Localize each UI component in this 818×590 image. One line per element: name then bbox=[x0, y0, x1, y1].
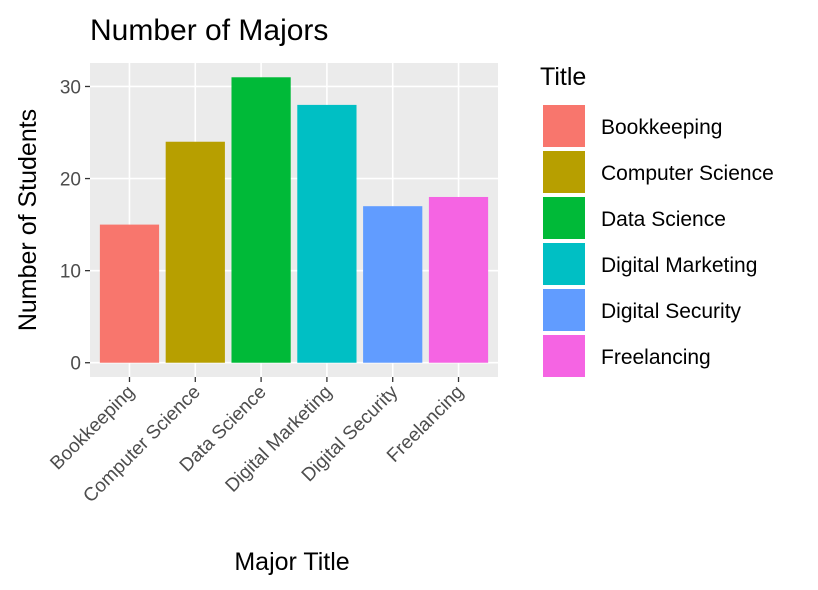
bar-freelancing bbox=[428, 196, 489, 363]
legend-title: Title bbox=[540, 63, 586, 91]
bar-data-science bbox=[231, 77, 291, 363]
bar-bookkeeping bbox=[99, 224, 160, 363]
legend-entries: Bookkeeping Computer Science Data Science D… bbox=[541, 103, 774, 379]
legend-label: Computer Science bbox=[601, 162, 774, 185]
legend-label: Digital Marketing bbox=[601, 254, 757, 277]
legend-key-digital-marketing bbox=[541, 241, 587, 287]
y-tick-label: 20 bbox=[60, 170, 81, 191]
bar-digital-security bbox=[363, 206, 423, 363]
x-axis-title: Major Title bbox=[234, 548, 349, 576]
legend-key-data-science bbox=[541, 195, 587, 241]
y-tick-label: 0 bbox=[70, 354, 81, 375]
y-axis-title: Number of Students bbox=[14, 109, 42, 331]
legend-key-digital-security bbox=[541, 287, 587, 333]
legend: Title Bookkeeping Computer Science Data Sc… bbox=[540, 63, 774, 379]
legend-key-computer-science bbox=[541, 149, 587, 195]
x-tick-label: Computer Science bbox=[79, 382, 204, 507]
chart-title: Number of Majors bbox=[90, 14, 328, 47]
y-tick-label: 30 bbox=[60, 77, 81, 98]
bar-digital-marketing bbox=[297, 104, 357, 363]
y-axis: 0 10 20 30 bbox=[60, 77, 90, 375]
legend-key-bookkeeping bbox=[541, 103, 587, 149]
y-tick-label: 10 bbox=[60, 262, 81, 283]
legend-label: Freelancing bbox=[601, 346, 711, 369]
legend-label: Bookkeeping bbox=[601, 116, 722, 139]
legend-label: Data Science bbox=[601, 208, 726, 231]
bar-computer-science bbox=[165, 141, 225, 363]
legend-key-freelancing bbox=[541, 333, 587, 379]
bars bbox=[99, 77, 489, 363]
legend-label: Digital Security bbox=[601, 300, 742, 323]
